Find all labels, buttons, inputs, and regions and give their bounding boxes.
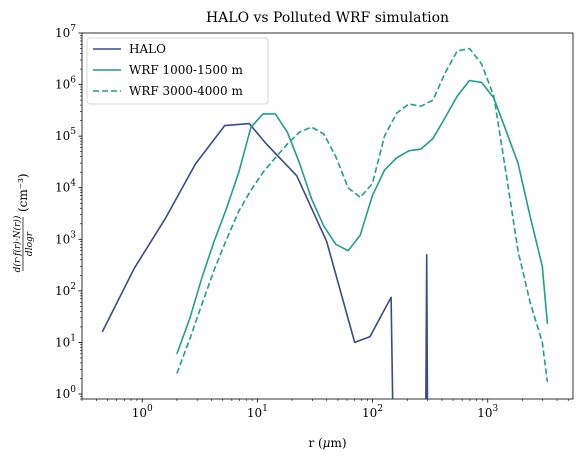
x-tick-label-2: 102 [362, 404, 383, 420]
y-tick-label-0: 100 [55, 385, 76, 401]
y-axis-label-units: (cm⁻³) [16, 173, 30, 212]
y-axis-label-denominator: dlogr [25, 231, 35, 256]
legend-label-wrf-1000: WRF 1000-1500 m [129, 63, 243, 77]
plot-frame [81, 32, 574, 400]
y-tick-label-6: 106 [55, 76, 76, 92]
x-tick-label-1: 101 [247, 404, 268, 420]
series-line-2 [176, 47, 549, 383]
x-axis-label: r (μm) [308, 436, 346, 450]
y-tick-label-5: 105 [55, 127, 76, 143]
series-layer [101, 47, 549, 399]
legend-label-wrf-3000: WRF 3000-4000 m [129, 84, 243, 98]
legend: HALO WRF 1000-1500 m WRF 3000-4000 m [86, 37, 269, 105]
y-axis-label-numerator: d(r·f(r)·N(r)) [12, 215, 23, 272]
chart-title: HALO vs Polluted WRF simulation [206, 10, 449, 26]
x-tick-label-0: 100 [132, 404, 153, 420]
legend-label-halo: HALO [129, 42, 166, 56]
plot-axes [81, 32, 574, 400]
y-tick-label-2: 102 [55, 282, 76, 298]
y-axis-label: d(r·f(r)·N(r)) dlogr (cm⁻³) [12, 173, 35, 272]
y-tick-label-1: 101 [55, 333, 76, 349]
y-tick-label-4: 104 [55, 179, 76, 195]
series-line-1 [176, 79, 549, 355]
legend-box [86, 37, 269, 105]
x-tick-label-3: 103 [477, 404, 498, 420]
tick-layer: 100 101 102 103 100 101 102 103 104 105 106 107 [55, 24, 569, 420]
y-tick-label-3: 103 [55, 230, 76, 246]
series-line-0 [101, 122, 429, 399]
y-tick-label-7: 107 [55, 24, 76, 40]
